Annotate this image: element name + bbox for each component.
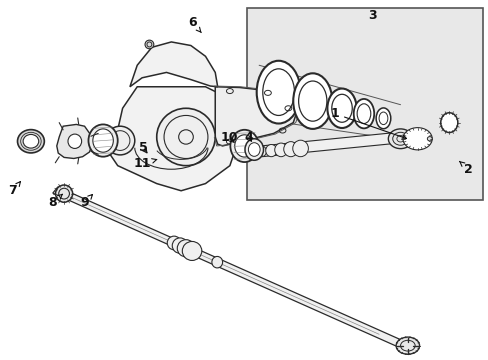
Ellipse shape bbox=[256, 61, 300, 123]
Ellipse shape bbox=[211, 256, 222, 268]
Ellipse shape bbox=[327, 89, 356, 128]
Text: 8: 8 bbox=[48, 194, 62, 209]
Ellipse shape bbox=[387, 129, 412, 149]
Ellipse shape bbox=[234, 135, 254, 157]
Ellipse shape bbox=[93, 129, 113, 152]
Ellipse shape bbox=[68, 134, 81, 148]
Ellipse shape bbox=[230, 130, 258, 162]
Ellipse shape bbox=[256, 146, 266, 157]
Text: 2: 2 bbox=[459, 161, 472, 176]
Ellipse shape bbox=[440, 113, 457, 132]
Ellipse shape bbox=[167, 236, 181, 250]
Ellipse shape bbox=[182, 242, 202, 260]
Polygon shape bbox=[215, 87, 298, 146]
Ellipse shape bbox=[395, 337, 419, 354]
Text: 1: 1 bbox=[330, 107, 406, 139]
Ellipse shape bbox=[244, 139, 263, 160]
Text: 3: 3 bbox=[367, 9, 376, 22]
Ellipse shape bbox=[18, 130, 44, 153]
Ellipse shape bbox=[23, 134, 39, 148]
Text: 4: 4 bbox=[244, 131, 252, 144]
Text: 9: 9 bbox=[80, 194, 92, 209]
Text: 6: 6 bbox=[187, 16, 201, 33]
Ellipse shape bbox=[375, 108, 390, 129]
Ellipse shape bbox=[353, 99, 373, 129]
Ellipse shape bbox=[88, 125, 118, 157]
Ellipse shape bbox=[293, 73, 331, 129]
Polygon shape bbox=[105, 87, 244, 191]
Polygon shape bbox=[57, 125, 92, 158]
Ellipse shape bbox=[427, 136, 431, 141]
Ellipse shape bbox=[248, 143, 260, 156]
Ellipse shape bbox=[157, 108, 215, 166]
Ellipse shape bbox=[105, 126, 135, 155]
Ellipse shape bbox=[172, 238, 187, 253]
Text: 7: 7 bbox=[8, 181, 20, 197]
Bar bbox=[246, 8, 483, 200]
Ellipse shape bbox=[265, 144, 276, 157]
Text: 10: 10 bbox=[220, 131, 237, 144]
Ellipse shape bbox=[402, 128, 431, 150]
Text: 11: 11 bbox=[133, 157, 156, 170]
Ellipse shape bbox=[177, 240, 194, 257]
Ellipse shape bbox=[56, 185, 73, 202]
Ellipse shape bbox=[292, 140, 308, 157]
Ellipse shape bbox=[274, 143, 287, 157]
Polygon shape bbox=[130, 42, 217, 87]
Polygon shape bbox=[53, 187, 417, 354]
Ellipse shape bbox=[145, 40, 154, 49]
Polygon shape bbox=[260, 132, 406, 157]
Text: 5: 5 bbox=[139, 141, 147, 154]
Ellipse shape bbox=[283, 141, 297, 157]
